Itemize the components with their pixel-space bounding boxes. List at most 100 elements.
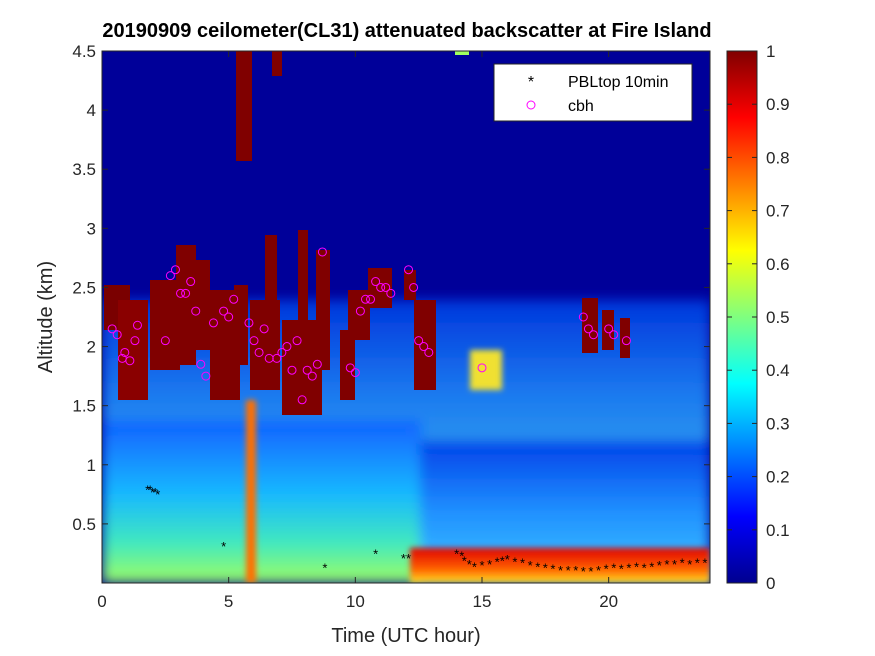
cbh-point — [120, 347, 130, 357]
cbh-point — [345, 363, 355, 373]
legend-label-cbh: cbh — [568, 98, 594, 115]
heatmap-cloud-layer — [104, 51, 630, 415]
cbh-point — [609, 330, 619, 340]
pbltop-point: * — [702, 556, 707, 571]
cbh-point — [424, 347, 434, 357]
cbh-point — [186, 277, 196, 287]
pbltop-point: * — [373, 546, 378, 561]
pbltop-point: * — [505, 552, 510, 567]
cbh-point — [307, 371, 317, 381]
legend-marker-pbltop: * — [528, 74, 534, 91]
cbh-point — [583, 324, 593, 334]
pbltop-point: * — [401, 551, 406, 566]
cbh-point — [350, 368, 360, 378]
heatmap-low-layer — [102, 420, 422, 583]
pbltop-point: * — [153, 485, 158, 500]
pbltop-point: * — [611, 560, 616, 575]
pbltop-point: * — [687, 557, 692, 572]
pbltop-point: * — [573, 563, 578, 578]
y-tick-label: 4.5 — [72, 42, 96, 61]
cbh-point — [604, 324, 614, 334]
colorbar-tick-label: 0.2 — [766, 468, 790, 487]
pbltop-point: * — [454, 546, 459, 561]
heatmap-cloud-patch-15h — [470, 350, 502, 390]
y-tick-label: 1 — [87, 456, 96, 475]
plot-frame — [101, 50, 711, 584]
cbh-point — [181, 288, 191, 298]
cbh-point — [244, 318, 254, 328]
cbh-point — [277, 347, 287, 357]
cbh-point — [588, 330, 598, 340]
cbh-point — [376, 282, 386, 292]
cbh-point — [371, 277, 381, 287]
y-tick-label: 3 — [87, 219, 96, 238]
pbltop-point: * — [680, 556, 685, 571]
pbltop-point: * — [604, 562, 609, 577]
cbh-point — [366, 294, 376, 304]
pbltop-point: * — [406, 551, 411, 566]
cbh-point — [219, 306, 229, 316]
x-tick-label: 5 — [224, 592, 233, 611]
cbh-point — [355, 306, 365, 316]
pbltop-point: * — [619, 562, 624, 577]
cbh-point — [578, 312, 588, 322]
legend-box — [493, 63, 693, 122]
legend: * PBLtop 10min cbh — [493, 63, 693, 122]
pbltop-point: * — [155, 487, 160, 502]
cbh-point — [201, 371, 211, 381]
y-tick-label: 2.5 — [72, 278, 96, 297]
colorbar-ticks: 0 0.1 0.2 0.3 0.4 0.5 0.6 0.7 0.8 0.9 1 — [727, 42, 790, 593]
cbh-point — [621, 336, 631, 346]
cloud-block — [188, 260, 210, 350]
cloud-block — [602, 310, 614, 350]
cbh-point — [292, 336, 302, 346]
pbltop-point: * — [566, 563, 571, 578]
pbltop-point: * — [479, 558, 484, 573]
y-tick-label: 2 — [87, 338, 96, 357]
x-axis-label: Time (UTC hour) — [331, 625, 480, 647]
x-axis: 0 5 10 15 20 — [97, 51, 618, 611]
pbltop-point: * — [150, 485, 155, 500]
x-tick-label: 0 — [97, 592, 106, 611]
pbltop-point: * — [550, 562, 555, 577]
cbh-point — [254, 347, 264, 357]
pbltop-point: * — [596, 563, 601, 578]
pbltop-point: * — [672, 557, 677, 572]
cloud-block — [368, 268, 392, 308]
cloud-block — [272, 51, 282, 76]
heatmap-image — [102, 51, 710, 583]
cbh-point — [414, 336, 424, 346]
cloud-block — [118, 300, 148, 400]
cloud-block — [414, 300, 436, 390]
cloud-block — [455, 51, 469, 55]
cbh-point — [229, 294, 239, 304]
cloud-block — [298, 230, 308, 320]
cbh-point — [224, 312, 234, 322]
cbh-point — [259, 324, 269, 334]
cbh-point — [381, 282, 391, 292]
colorbar-tick-label: 0.9 — [766, 95, 790, 114]
pbltop-point: * — [462, 553, 467, 568]
cbh-point — [125, 356, 135, 366]
pbltop-point: * — [459, 549, 464, 564]
pbltop-point: * — [512, 555, 517, 570]
x-tick-label: 20 — [599, 592, 618, 611]
colorbar-tick-label: 0.7 — [766, 202, 790, 221]
y-tick-label: 4 — [87, 101, 96, 120]
pbltop-point: * — [657, 558, 662, 573]
pbltop-point: * — [535, 559, 540, 574]
pbltop-point: * — [558, 563, 563, 578]
cbh-point — [160, 336, 170, 346]
pbltop-point: * — [520, 556, 525, 571]
legend-label-pbltop: PBLtop 10min — [568, 74, 669, 91]
pbltop-point: * — [148, 482, 153, 497]
cbh-point — [165, 271, 175, 281]
y-axis-label: Altitude (km) — [35, 261, 57, 373]
pbltop-point: * — [695, 556, 700, 571]
cbh-point — [404, 265, 414, 275]
y-axis: 0.5 1 1.5 2 2.5 3 3.5 4 4.5 — [72, 42, 710, 534]
cbh-point — [297, 395, 307, 405]
series-layer: ******** * * * ** * * * * * * * * * * * * * * * * * * * * * * * * * * *… — [107, 247, 707, 579]
cbh-point — [360, 294, 370, 304]
